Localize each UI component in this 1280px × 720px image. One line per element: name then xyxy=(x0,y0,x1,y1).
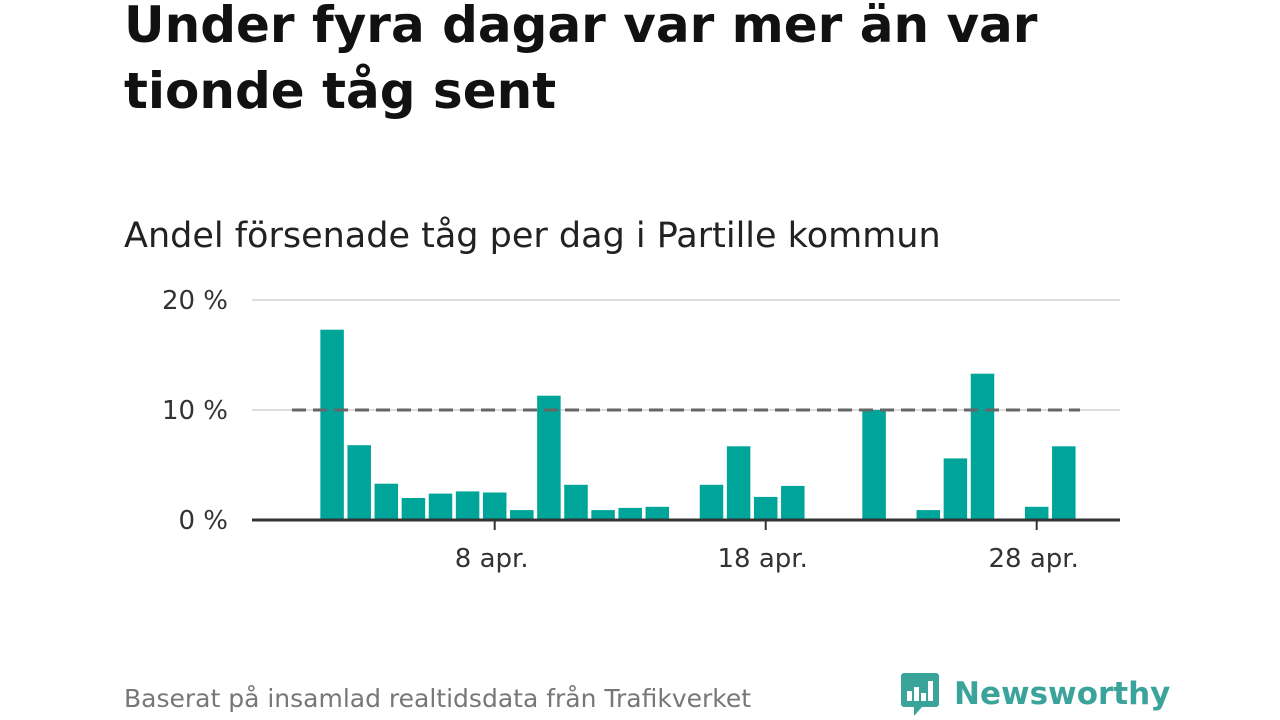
bar-chart-speech-bubble-icon xyxy=(901,673,939,716)
bar xyxy=(374,483,399,520)
bar xyxy=(753,496,778,520)
logo-wordmark: Newsworthy xyxy=(954,676,1171,712)
bar xyxy=(401,498,426,520)
bar xyxy=(455,491,480,520)
bar xyxy=(591,510,615,520)
bar xyxy=(537,395,561,520)
chart-subtitle: Andel försenade tåg per dag i Partille k… xyxy=(124,216,941,256)
bar xyxy=(564,484,588,520)
bar xyxy=(645,506,670,520)
y-tick-label: 10 % xyxy=(162,396,228,426)
bar xyxy=(618,507,642,520)
bar xyxy=(510,510,534,520)
bar xyxy=(970,373,995,520)
bar-chart: 0 % 10 % 20 % 8 apr. 18 apr. 28 apr. xyxy=(162,286,1120,574)
source-note: Baserat på insamlad realtidsdata från Tr… xyxy=(124,684,752,713)
bar xyxy=(862,410,886,520)
bar xyxy=(482,492,507,520)
bar xyxy=(1052,446,1076,520)
axes: 0 % 10 % 20 % 8 apr. 18 apr. 28 apr. xyxy=(162,286,1120,574)
y-tick-label: 0 % xyxy=(178,506,228,536)
x-tick-label: 28 apr. xyxy=(989,544,1079,574)
bar xyxy=(428,493,453,520)
bar xyxy=(1024,506,1049,520)
bar xyxy=(347,445,371,520)
x-tick-label: 18 apr. xyxy=(718,544,808,574)
bar xyxy=(726,446,751,520)
bar xyxy=(320,329,344,520)
bars xyxy=(320,329,1076,520)
chart-headline: Under fyra dagar var mer än var tionde t… xyxy=(124,0,1038,120)
bar xyxy=(916,510,941,520)
bar xyxy=(781,485,805,520)
x-tick-label: 8 apr. xyxy=(455,544,529,574)
y-tick-label: 20 % xyxy=(162,286,228,316)
bar xyxy=(943,458,968,520)
bar xyxy=(699,484,724,520)
newsworthy-logo: Newsworthy xyxy=(900,670,1170,718)
